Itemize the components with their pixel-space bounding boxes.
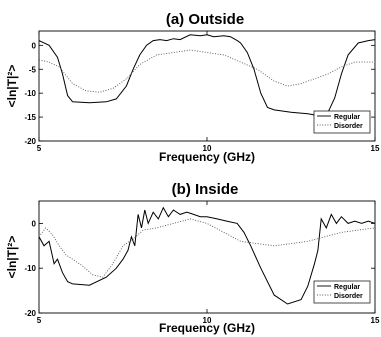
y-tick-label: -15: [24, 113, 36, 122]
y-tick-label: -10: [24, 264, 36, 273]
x-tick-label: 5: [37, 316, 42, 325]
y-axis-label: <ln|T|²>: [5, 236, 19, 279]
x-tick-label: 10: [203, 144, 212, 153]
series-line-regular: [39, 34, 375, 117]
legend: Regular Disorder: [313, 110, 371, 134]
legend-label-disorder: Disorder: [334, 293, 363, 300]
y-tick-label: -20: [24, 309, 36, 318]
y-tick-label: 0: [32, 219, 37, 228]
x-axis-label: Frequency (GHz): [159, 150, 255, 164]
chart-panel-1: (a) Outside 5 10 15 0 -5 -10 -15 -20 Frequency (G…: [5, 11, 380, 164]
series-line-disorder: [39, 218, 375, 278]
y-tick-label: -10: [24, 89, 36, 98]
chart-panel-2: (b) Inside 5 10 15 0 -10 -20 Frequency (GHz) <ln…: [5, 181, 380, 335]
legend-box: [313, 280, 371, 304]
legend-label-regular: Regular: [334, 284, 360, 291]
y-axis-label: <ln|T|²>: [5, 65, 19, 108]
series-line-regular: [39, 206, 375, 305]
legend-box: [313, 110, 371, 134]
y-tick-label: 0: [32, 41, 37, 50]
legend-label-regular: Regular: [334, 114, 360, 121]
chart-title: (b) Inside: [172, 181, 239, 198]
x-tick-label: 15: [371, 144, 380, 153]
x-tick-label: 10: [203, 316, 212, 325]
x-tick-label: 15: [371, 316, 380, 325]
chart-title: (a) Outside: [166, 11, 244, 28]
y-tick-label: -20: [24, 137, 36, 146]
x-axis-label: Frequency (GHz): [159, 321, 255, 335]
y-tick-label: -5: [29, 65, 37, 74]
legend: Regular Disorder: [313, 280, 371, 304]
x-tick-label: 5: [37, 144, 42, 153]
legend-label-disorder: Disorder: [334, 123, 363, 130]
series-line-disorder: [39, 49, 375, 93]
